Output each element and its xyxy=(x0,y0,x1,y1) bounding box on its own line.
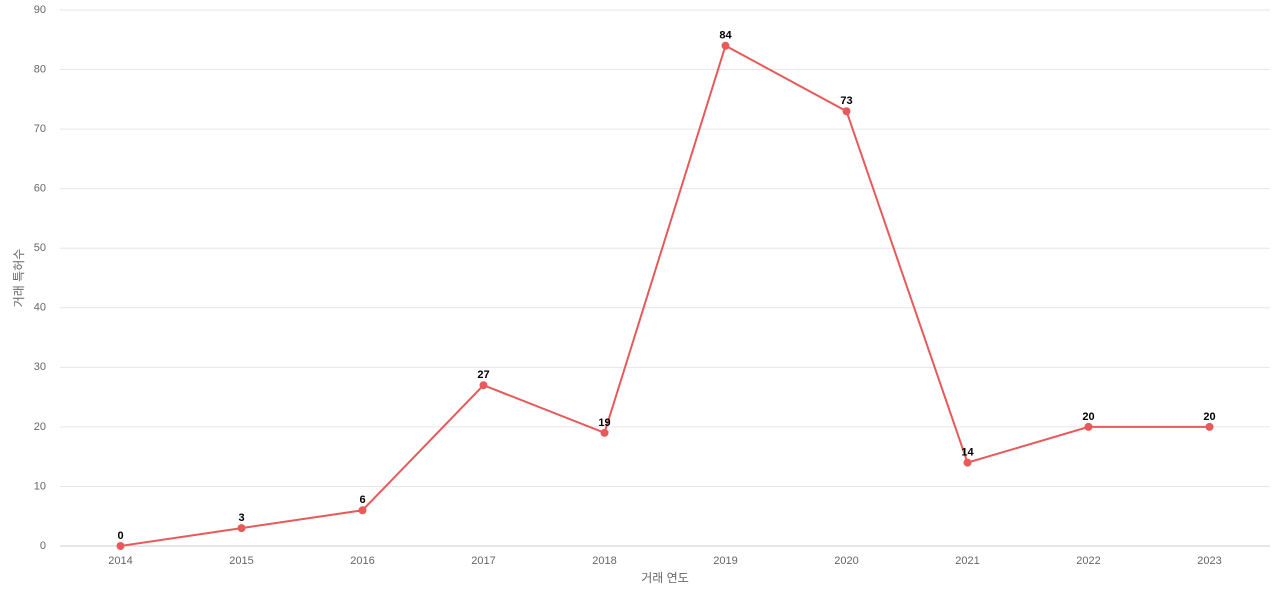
data-point xyxy=(237,524,246,533)
data-label: 73 xyxy=(840,95,852,107)
x-tick-label: 2014 xyxy=(108,555,132,567)
data-label: 14 xyxy=(961,447,974,459)
x-tick-label: 2022 xyxy=(1076,555,1100,567)
data-point xyxy=(721,41,730,50)
y-tick-label: 20 xyxy=(34,421,46,433)
data-point xyxy=(116,542,125,550)
data-point xyxy=(358,506,367,515)
data-point xyxy=(1205,422,1214,431)
y-tick-label: 0 xyxy=(40,540,46,552)
x-tick-label: 2021 xyxy=(955,555,979,567)
y-tick-label: 30 xyxy=(34,361,46,373)
data-label: 27 xyxy=(477,369,489,381)
y-axis-title: 거래 특허수 xyxy=(12,249,26,308)
data-point xyxy=(963,458,972,467)
data-label: 3 xyxy=(238,512,244,524)
x-tick-label: 2023 xyxy=(1197,555,1221,567)
data-label: 20 xyxy=(1203,411,1215,423)
data-point xyxy=(842,107,851,116)
y-tick-label: 80 xyxy=(34,63,46,75)
y-tick-label: 60 xyxy=(34,183,46,195)
y-tick-label: 50 xyxy=(34,242,46,254)
x-tick-label: 2020 xyxy=(834,555,858,567)
y-tick-label: 90 xyxy=(34,4,46,16)
data-label: 84 xyxy=(719,30,732,42)
y-tick-label: 70 xyxy=(34,123,46,135)
data-label: 19 xyxy=(598,417,610,429)
data-point xyxy=(479,381,488,390)
x-tick-label: 2015 xyxy=(229,555,253,567)
data-label: 6 xyxy=(359,494,365,506)
x-axis-title: 거래 연도 xyxy=(641,571,689,585)
y-tick-label: 40 xyxy=(34,302,46,314)
y-tick-label: 10 xyxy=(34,480,46,492)
x-tick-label: 2017 xyxy=(471,555,495,567)
series-line xyxy=(120,44,1210,547)
data-point xyxy=(600,428,609,437)
x-tick-label: 2018 xyxy=(592,555,616,567)
data-label: 0 xyxy=(117,530,123,542)
data-point xyxy=(1084,422,1093,431)
data-label: 20 xyxy=(1082,411,1094,423)
x-tick-label: 2016 xyxy=(350,555,374,567)
x-tick-label: 2019 xyxy=(713,555,737,567)
